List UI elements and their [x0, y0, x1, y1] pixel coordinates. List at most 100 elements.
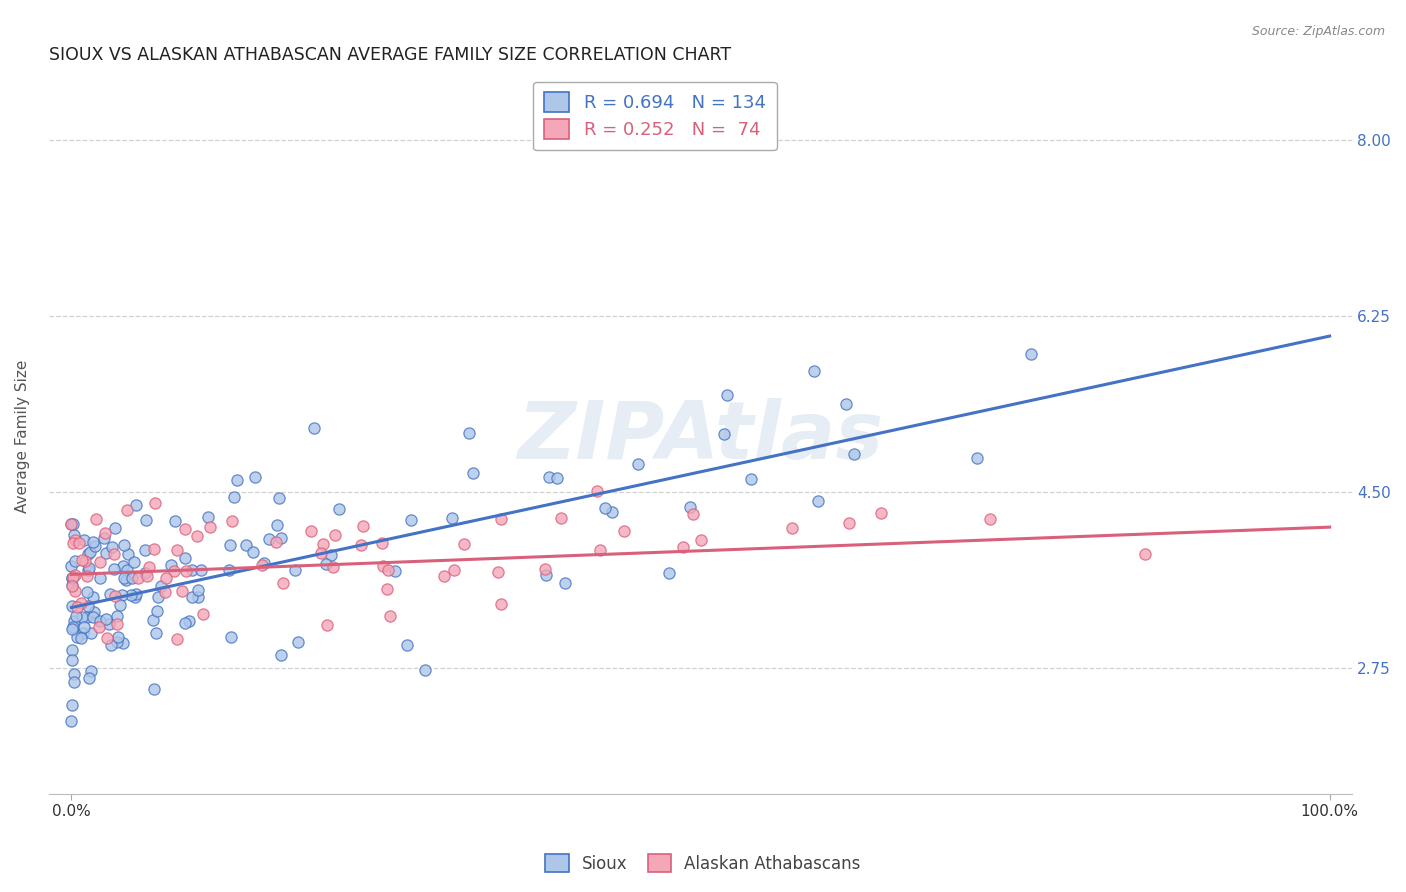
Point: [243, 470, 266, 484]
Point: [270, 648, 292, 663]
Point: [82, 591, 104, 605]
Point: [224, 490, 246, 504]
Point: [177, 614, 200, 628]
Point: [312, 537, 335, 551]
Point: [138, 560, 160, 574]
Point: [145, 626, 167, 640]
Point: [63, 568, 86, 582]
Point: [84, 512, 107, 526]
Point: [66, 599, 89, 614]
Point: [533, 562, 555, 576]
Point: [60, 516, 83, 531]
Point: [60, 599, 83, 613]
Point: [323, 528, 346, 542]
Point: [589, 543, 612, 558]
Point: [60, 622, 83, 636]
Point: [107, 630, 129, 644]
Point: [267, 491, 290, 505]
Point: [70, 610, 93, 624]
Y-axis label: Average Family Size: Average Family Size: [15, 360, 30, 513]
Point: [117, 503, 139, 517]
Point: [135, 513, 157, 527]
Point: [1133, 547, 1156, 561]
Point: [125, 586, 148, 600]
Point: [63, 615, 86, 629]
Point: [586, 483, 609, 498]
Point: [350, 538, 373, 552]
Point: [60, 714, 83, 728]
Point: [489, 597, 512, 611]
Point: [595, 501, 617, 516]
Point: [96, 632, 118, 646]
Point: [550, 511, 572, 525]
Point: [486, 566, 509, 580]
Point: [103, 562, 125, 576]
Point: [399, 513, 422, 527]
Point: [82, 610, 104, 624]
Point: [60, 517, 83, 532]
Point: [186, 529, 208, 543]
Point: [125, 498, 148, 512]
Legend: R = 0.694   N = 134, R = 0.252   N =  74: R = 0.694 N = 134, R = 0.252 N = 74: [533, 81, 776, 150]
Point: [77, 561, 100, 575]
Point: [284, 563, 307, 577]
Point: [163, 514, 186, 528]
Point: [458, 425, 481, 440]
Point: [136, 568, 159, 582]
Point: [190, 563, 212, 577]
Point: [270, 531, 292, 545]
Point: [155, 571, 177, 585]
Point: [72, 626, 94, 640]
Point: [315, 558, 337, 572]
Point: [181, 563, 204, 577]
Point: [63, 584, 86, 599]
Point: [63, 666, 86, 681]
Point: [62, 674, 84, 689]
Point: [264, 535, 287, 549]
Point: [173, 615, 195, 630]
Point: [80, 626, 103, 640]
Point: [62, 620, 84, 634]
Point: [76, 568, 98, 582]
Point: [65, 608, 87, 623]
Point: [546, 470, 568, 484]
Point: [146, 604, 169, 618]
Point: [117, 547, 139, 561]
Point: [79, 545, 101, 559]
Point: [76, 585, 98, 599]
Point: [104, 521, 127, 535]
Point: [690, 533, 713, 547]
Point: [716, 387, 738, 401]
Point: [537, 470, 560, 484]
Point: [979, 512, 1001, 526]
Point: [100, 541, 122, 555]
Point: [82, 534, 104, 549]
Point: [838, 516, 860, 531]
Point: [73, 620, 96, 634]
Point: [105, 617, 128, 632]
Point: [375, 582, 398, 597]
Point: [77, 672, 100, 686]
Point: [682, 507, 704, 521]
Point: [166, 632, 188, 646]
Point: [114, 573, 136, 587]
Point: [441, 511, 464, 525]
Point: [70, 632, 93, 646]
Point: [104, 589, 127, 603]
Point: [89, 571, 111, 585]
Point: [180, 590, 202, 604]
Point: [83, 539, 105, 553]
Point: [66, 630, 89, 644]
Point: [94, 526, 117, 541]
Point: [127, 571, 149, 585]
Point: [966, 450, 988, 465]
Text: ZIPAtlas: ZIPAtlas: [517, 398, 883, 475]
Point: [174, 550, 197, 565]
Point: [219, 631, 242, 645]
Point: [100, 587, 122, 601]
Point: [143, 542, 166, 557]
Point: [73, 533, 96, 547]
Point: [453, 537, 475, 551]
Point: [60, 559, 83, 574]
Point: [103, 547, 125, 561]
